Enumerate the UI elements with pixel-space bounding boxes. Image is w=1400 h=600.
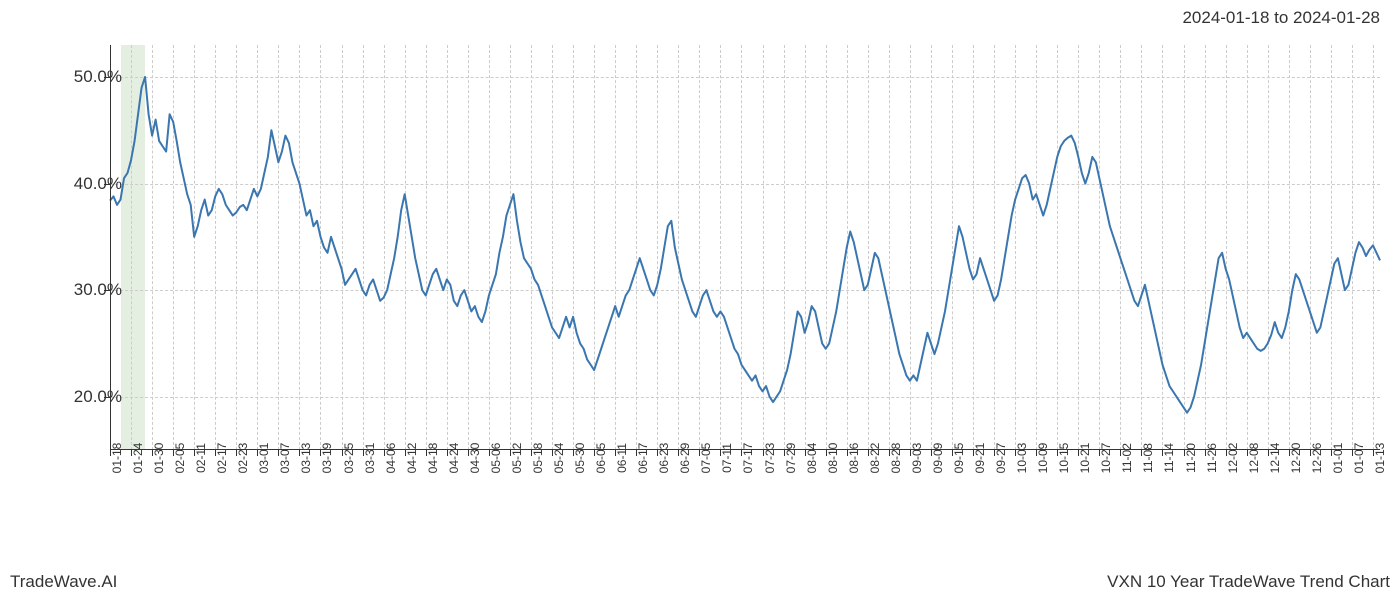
- x-tick-label: 09-03: [910, 443, 924, 474]
- x-tick-label: 11-08: [1141, 443, 1155, 473]
- x-tick-label: 10-03: [1015, 443, 1029, 474]
- x-tick-label: 11-26: [1205, 443, 1219, 473]
- x-tick-label: 08-10: [826, 443, 840, 474]
- y-tick-label: 30.0%: [74, 280, 122, 300]
- x-tick-label: 06-11: [615, 443, 629, 473]
- x-tick-label: 07-05: [699, 443, 713, 474]
- x-tick-label: 11-14: [1162, 443, 1176, 473]
- chart-container: 2024-01-18 to 2024-01-28 20.0% 30.0% 40.0%…: [0, 0, 1400, 600]
- x-tick-label: 11-20: [1184, 443, 1198, 473]
- x-tick-label: 04-30: [468, 443, 482, 474]
- x-tick-label: 02-17: [215, 443, 229, 474]
- x-tick-label: 08-22: [868, 443, 882, 474]
- x-tick-label: 09-09: [931, 443, 945, 474]
- footer-title: VXN 10 Year TradeWave Trend Chart: [1107, 572, 1390, 592]
- x-tick-label: 12-08: [1247, 443, 1261, 474]
- x-tick-label: 07-29: [784, 443, 798, 474]
- x-tick-label: 07-11: [720, 443, 734, 473]
- x-tick-label: 07-23: [763, 443, 777, 474]
- x-tick-label: 04-24: [447, 443, 461, 474]
- x-tick-label: 05-06: [489, 443, 503, 474]
- x-tick-label: 08-16: [847, 443, 861, 474]
- x-tick-label: 06-17: [636, 443, 650, 474]
- x-tick-label: 09-21: [973, 443, 987, 474]
- x-tick-label: 05-18: [531, 443, 545, 474]
- y-tick-label: 40.0%: [74, 174, 122, 194]
- x-tick-label: 12-26: [1310, 443, 1324, 474]
- x-tick-label: 03-01: [257, 443, 271, 474]
- x-tick-label: 04-18: [426, 443, 440, 474]
- x-tick-label: 08-04: [805, 443, 819, 474]
- x-tick-label: 03-13: [299, 443, 313, 474]
- x-tick-label: 02-11: [194, 443, 208, 473]
- x-tick-label: 05-12: [510, 443, 524, 474]
- x-tick-label: 11-02: [1120, 443, 1134, 473]
- y-tick-label: 50.0%: [74, 67, 122, 87]
- x-tick-label: 01-18: [110, 443, 124, 474]
- x-tick-label: 01-24: [131, 443, 145, 474]
- x-tick-label: 09-15: [952, 443, 966, 474]
- x-tick-label: 03-19: [320, 443, 334, 474]
- x-tick-label: 01-30: [152, 443, 166, 474]
- x-tick-label: 03-31: [363, 443, 377, 474]
- x-tick-label: 08-28: [889, 443, 903, 474]
- x-tick-label: 12-20: [1289, 443, 1303, 474]
- y-tick-label: 20.0%: [74, 387, 122, 407]
- x-tick-label: 10-09: [1036, 443, 1050, 474]
- x-tick-label: 06-05: [594, 443, 608, 474]
- x-tick-label: 02-23: [236, 443, 250, 474]
- x-tick-label: 04-06: [384, 443, 398, 474]
- x-tick-label: 05-30: [573, 443, 587, 474]
- x-tick-label: 06-23: [657, 443, 671, 474]
- x-tick-label: 12-14: [1268, 443, 1282, 474]
- x-tick-label: 04-12: [405, 443, 419, 474]
- x-tick-label: 07-17: [741, 443, 755, 474]
- x-tick-label: 10-27: [1099, 443, 1113, 474]
- footer-brand: TradeWave.AI: [10, 572, 117, 592]
- x-tick-label: 12-02: [1226, 443, 1240, 474]
- plot-border: [110, 45, 1380, 450]
- x-tick-label: 02-05: [173, 443, 187, 474]
- x-tick-label: 06-29: [678, 443, 692, 474]
- x-tick-label: 09-27: [994, 443, 1008, 474]
- x-tick-label: 03-07: [278, 443, 292, 474]
- x-tick-label: 10-15: [1057, 443, 1071, 474]
- date-range-label: 2024-01-18 to 2024-01-28: [1182, 8, 1380, 28]
- x-tick-label: 01-07: [1352, 443, 1366, 474]
- x-tick-label: 03-25: [342, 443, 356, 474]
- x-tick-label: 10-21: [1078, 443, 1092, 474]
- x-tick-label: 01-01: [1331, 443, 1345, 474]
- x-tick-label: 05-24: [552, 443, 566, 474]
- chart-plot-area: [110, 45, 1380, 450]
- x-tick-label: 01-13: [1373, 443, 1387, 474]
